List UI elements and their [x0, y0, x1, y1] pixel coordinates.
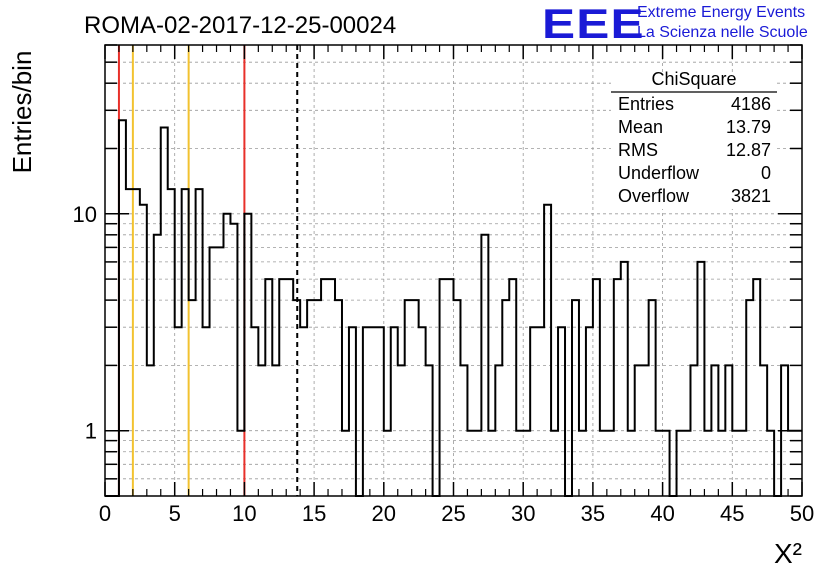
histogram-bin — [753, 279, 760, 496]
stats-label: Underflow — [618, 163, 700, 183]
x-tick-label: 40 — [650, 501, 674, 526]
histogram-bin — [614, 279, 621, 496]
histogram-outline — [105, 119, 802, 497]
histogram-bin — [621, 262, 628, 496]
stats-value: 3821 — [731, 186, 771, 206]
x-tick-label: 45 — [720, 501, 744, 526]
stats-value: 13.79 — [726, 117, 771, 137]
histogram-bin — [175, 327, 182, 496]
histogram-bin — [210, 247, 217, 496]
histogram-bin — [370, 327, 377, 496]
histogram-bin — [391, 327, 398, 496]
stats-label: Entries — [618, 94, 674, 114]
stats-value: 4186 — [731, 94, 771, 114]
histogram-bin — [119, 120, 126, 496]
logo-line-1: Extreme Energy Events — [637, 4, 806, 21]
stats-label: RMS — [618, 140, 658, 160]
x-tick-label: 10 — [232, 501, 256, 526]
x-tick-label: 35 — [581, 501, 605, 526]
eee-logo: EEE Extreme Energy Events La Scienza nel… — [542, 2, 832, 46]
histogram-bin — [405, 300, 412, 496]
histogram-bin — [286, 279, 293, 496]
marker-lines — [117, 45, 299, 496]
histogram-bin — [537, 327, 544, 496]
histogram-bin — [419, 327, 426, 496]
histogram-bin — [223, 214, 230, 496]
histogram-bin — [217, 247, 224, 496]
x-tick-label: 0 — [99, 501, 111, 526]
y-tick-label: 1 — [85, 419, 97, 444]
histogram-bin — [140, 205, 147, 496]
stats-box-title: ChiSquare — [651, 69, 736, 89]
histogram-bin — [649, 300, 656, 496]
histogram-bin — [447, 279, 454, 496]
histogram-bin — [530, 327, 537, 496]
histogram-bin — [746, 300, 753, 496]
stats-value: 0 — [761, 163, 771, 183]
histogram-bin — [363, 327, 370, 496]
chart-title: ROMA-02-2017-12-25-00024 — [84, 12, 396, 39]
histogram-bin — [189, 300, 196, 496]
y-tick-label: 10 — [73, 202, 97, 227]
histogram-bin — [544, 205, 551, 496]
logo-mark: EEE — [542, 0, 645, 47]
histogram-bin — [440, 279, 447, 496]
x-tick-label: 25 — [441, 501, 465, 526]
stats-box-background — [611, 72, 777, 209]
stats-label: Overflow — [618, 186, 690, 206]
histogram-bin — [349, 327, 356, 496]
x-tick-label: 30 — [511, 501, 535, 526]
histogram-bin — [377, 327, 384, 496]
histogram-bin — [502, 300, 509, 496]
histogram-bin — [307, 300, 314, 496]
histogram-bin — [279, 279, 286, 496]
logo-line-2: La Scienza nelle Scuole — [637, 24, 808, 41]
histogram-bin — [558, 327, 565, 496]
y-axis: 1 10 — [73, 44, 802, 497]
histogram-bin — [230, 224, 237, 496]
histogram-bin — [412, 300, 419, 496]
histogram-bin — [328, 279, 335, 496]
histogram-bin — [335, 300, 342, 496]
histogram-bin — [314, 300, 321, 496]
histogram-bin — [572, 300, 579, 496]
histogram-bin — [321, 279, 328, 496]
x-tick-label: 5 — [169, 501, 181, 526]
histogram-bin — [300, 327, 307, 496]
histogram-bin — [586, 327, 593, 496]
histogram-bin — [454, 300, 461, 496]
x-tick-label: 15 — [302, 501, 326, 526]
stats-label: Mean — [618, 117, 663, 137]
x-tick-label: 50 — [790, 501, 814, 526]
stats-value: 12.87 — [726, 140, 771, 160]
histogram-bin — [265, 279, 272, 496]
x-axis-label: X² — [774, 538, 802, 569]
histogram-bin — [244, 214, 251, 496]
histogram-bin — [593, 279, 600, 496]
x-axis: 0 5 10 15 20 25 30 35 40 45 50 — [99, 45, 814, 526]
histogram-bin — [251, 327, 258, 496]
stats-box: ChiSquare Entries 4186 Mean 13.79 RMS 12.87 Und… — [611, 69, 777, 209]
histogram-bin — [203, 327, 210, 496]
y-axis-label: Entries/bin — [7, 51, 37, 174]
histogram-bin — [697, 262, 704, 496]
x-tick-label: 20 — [372, 501, 396, 526]
histogram-bin — [509, 279, 516, 496]
